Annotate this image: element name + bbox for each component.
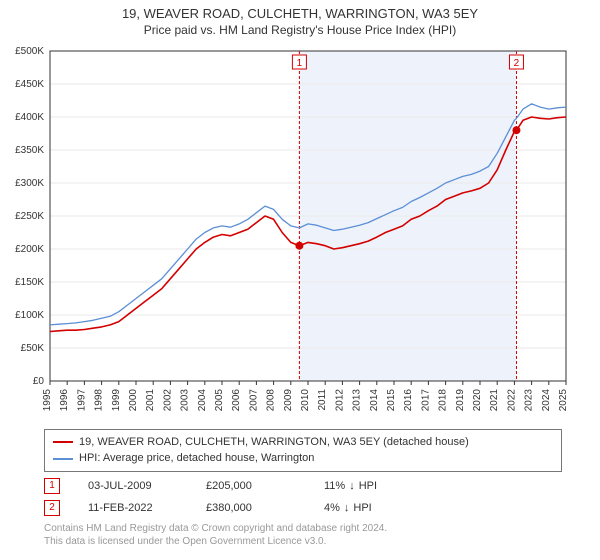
svg-text:2009: 2009: [283, 388, 294, 411]
svg-text:2016: 2016: [403, 388, 414, 411]
arrow-down-icon: ↓: [344, 502, 350, 514]
svg-text:1995: 1995: [42, 388, 53, 411]
svg-text:£450K: £450K: [15, 79, 44, 90]
svg-text:2005: 2005: [214, 388, 225, 411]
legend-swatch: [53, 441, 73, 443]
svg-text:£50K: £50K: [21, 343, 45, 354]
event-price: £380,000: [206, 502, 296, 514]
svg-text:1997: 1997: [76, 388, 87, 411]
svg-text:2007: 2007: [248, 388, 259, 411]
chart-title: 19, WEAVER ROAD, CULCHETH, WARRINGTON, W…: [0, 0, 600, 23]
svg-text:£300K: £300K: [15, 178, 44, 189]
svg-text:£250K: £250K: [15, 211, 44, 222]
chart-svg: £0 £50K £100K £150K £200K £250K £300K £350K £400…: [0, 41, 600, 421]
svg-text:2: 2: [514, 58, 520, 69]
event-hpi-suffix: HPI: [353, 502, 371, 514]
svg-text:2023: 2023: [524, 388, 535, 411]
arrow-down-icon: ↓: [349, 480, 355, 492]
event-price: £205,000: [206, 480, 296, 492]
legend-row: HPI: Average price, detached house, Warr…: [53, 450, 553, 467]
chart-subtitle: Price paid vs. HM Land Registry's House …: [0, 23, 600, 41]
svg-text:£100K: £100K: [15, 310, 44, 321]
event-marker: 1: [44, 478, 60, 494]
event-hpi-suffix: HPI: [359, 480, 377, 492]
event-date: 11-FEB-2022: [88, 502, 178, 514]
chart-plot-area: £0 £50K £100K £150K £200K £250K £300K £350K £400…: [0, 41, 600, 421]
events-table: 103-JUL-2009£205,00011%↓HPI211-FEB-2022£…: [44, 478, 562, 516]
svg-text:2018: 2018: [438, 388, 449, 411]
svg-text:2008: 2008: [266, 388, 277, 411]
svg-text:2013: 2013: [352, 388, 363, 411]
svg-text:2021: 2021: [489, 388, 500, 411]
svg-text:2025: 2025: [558, 388, 569, 411]
legend-swatch: [53, 458, 73, 460]
svg-text:1: 1: [297, 58, 303, 69]
svg-text:2020: 2020: [472, 388, 483, 411]
svg-text:2024: 2024: [541, 388, 552, 411]
svg-text:£400K: £400K: [15, 112, 44, 123]
svg-text:£200K: £200K: [15, 244, 44, 255]
svg-text:2019: 2019: [455, 388, 466, 411]
svg-text:1999: 1999: [111, 388, 122, 411]
svg-text:£0: £0: [33, 376, 45, 387]
svg-text:1998: 1998: [94, 388, 105, 411]
svg-text:2017: 2017: [420, 388, 431, 411]
legend-label: 19, WEAVER ROAD, CULCHETH, WARRINGTON, W…: [79, 434, 469, 451]
svg-text:2004: 2004: [197, 388, 208, 411]
svg-text:2010: 2010: [300, 388, 311, 411]
svg-text:2022: 2022: [506, 388, 517, 411]
attribution-line-1: Contains HM Land Registry data © Crown c…: [44, 522, 562, 535]
svg-text:2001: 2001: [145, 388, 156, 411]
event-marker: 2: [44, 500, 60, 516]
event-pct: 4%: [324, 502, 340, 514]
attribution-text: Contains HM Land Registry data © Crown c…: [44, 522, 562, 548]
svg-text:£500K: £500K: [15, 46, 44, 57]
legend-label: HPI: Average price, detached house, Warr…: [79, 450, 314, 467]
event-row: 2 11-FEB-2022 £380,000 4% ↓HPI: [44, 500, 562, 516]
svg-text:2015: 2015: [386, 388, 397, 411]
svg-text:£150K: £150K: [15, 277, 44, 288]
svg-text:2000: 2000: [128, 388, 139, 411]
svg-text:2003: 2003: [180, 388, 191, 411]
chart-container: 19, WEAVER ROAD, CULCHETH, WARRINGTON, W…: [0, 0, 600, 560]
svg-text:£350K: £350K: [15, 145, 44, 156]
event-row: 1 03-JUL-2009 £205,000 11% ↓ HPI: [44, 478, 562, 494]
legend-box: 19, WEAVER ROAD, CULCHETH, WARRINGTON, W…: [44, 429, 562, 472]
event-hpi: 4% ↓HPI: [324, 502, 372, 514]
event-pct: 11%: [324, 480, 345, 492]
legend-row: 19, WEAVER ROAD, CULCHETH, WARRINGTON, W…: [53, 434, 553, 451]
event-date: 03-JUL-2009: [88, 480, 178, 492]
svg-text:2002: 2002: [162, 388, 173, 411]
svg-text:1996: 1996: [59, 388, 70, 411]
event-hpi: 11% ↓ HPI: [324, 480, 377, 492]
svg-text:2012: 2012: [334, 388, 345, 411]
attribution-line-2: This data is licensed under the Open Gov…: [44, 535, 562, 548]
svg-text:2014: 2014: [369, 388, 380, 411]
svg-text:2011: 2011: [317, 388, 328, 410]
svg-text:2006: 2006: [231, 388, 242, 411]
